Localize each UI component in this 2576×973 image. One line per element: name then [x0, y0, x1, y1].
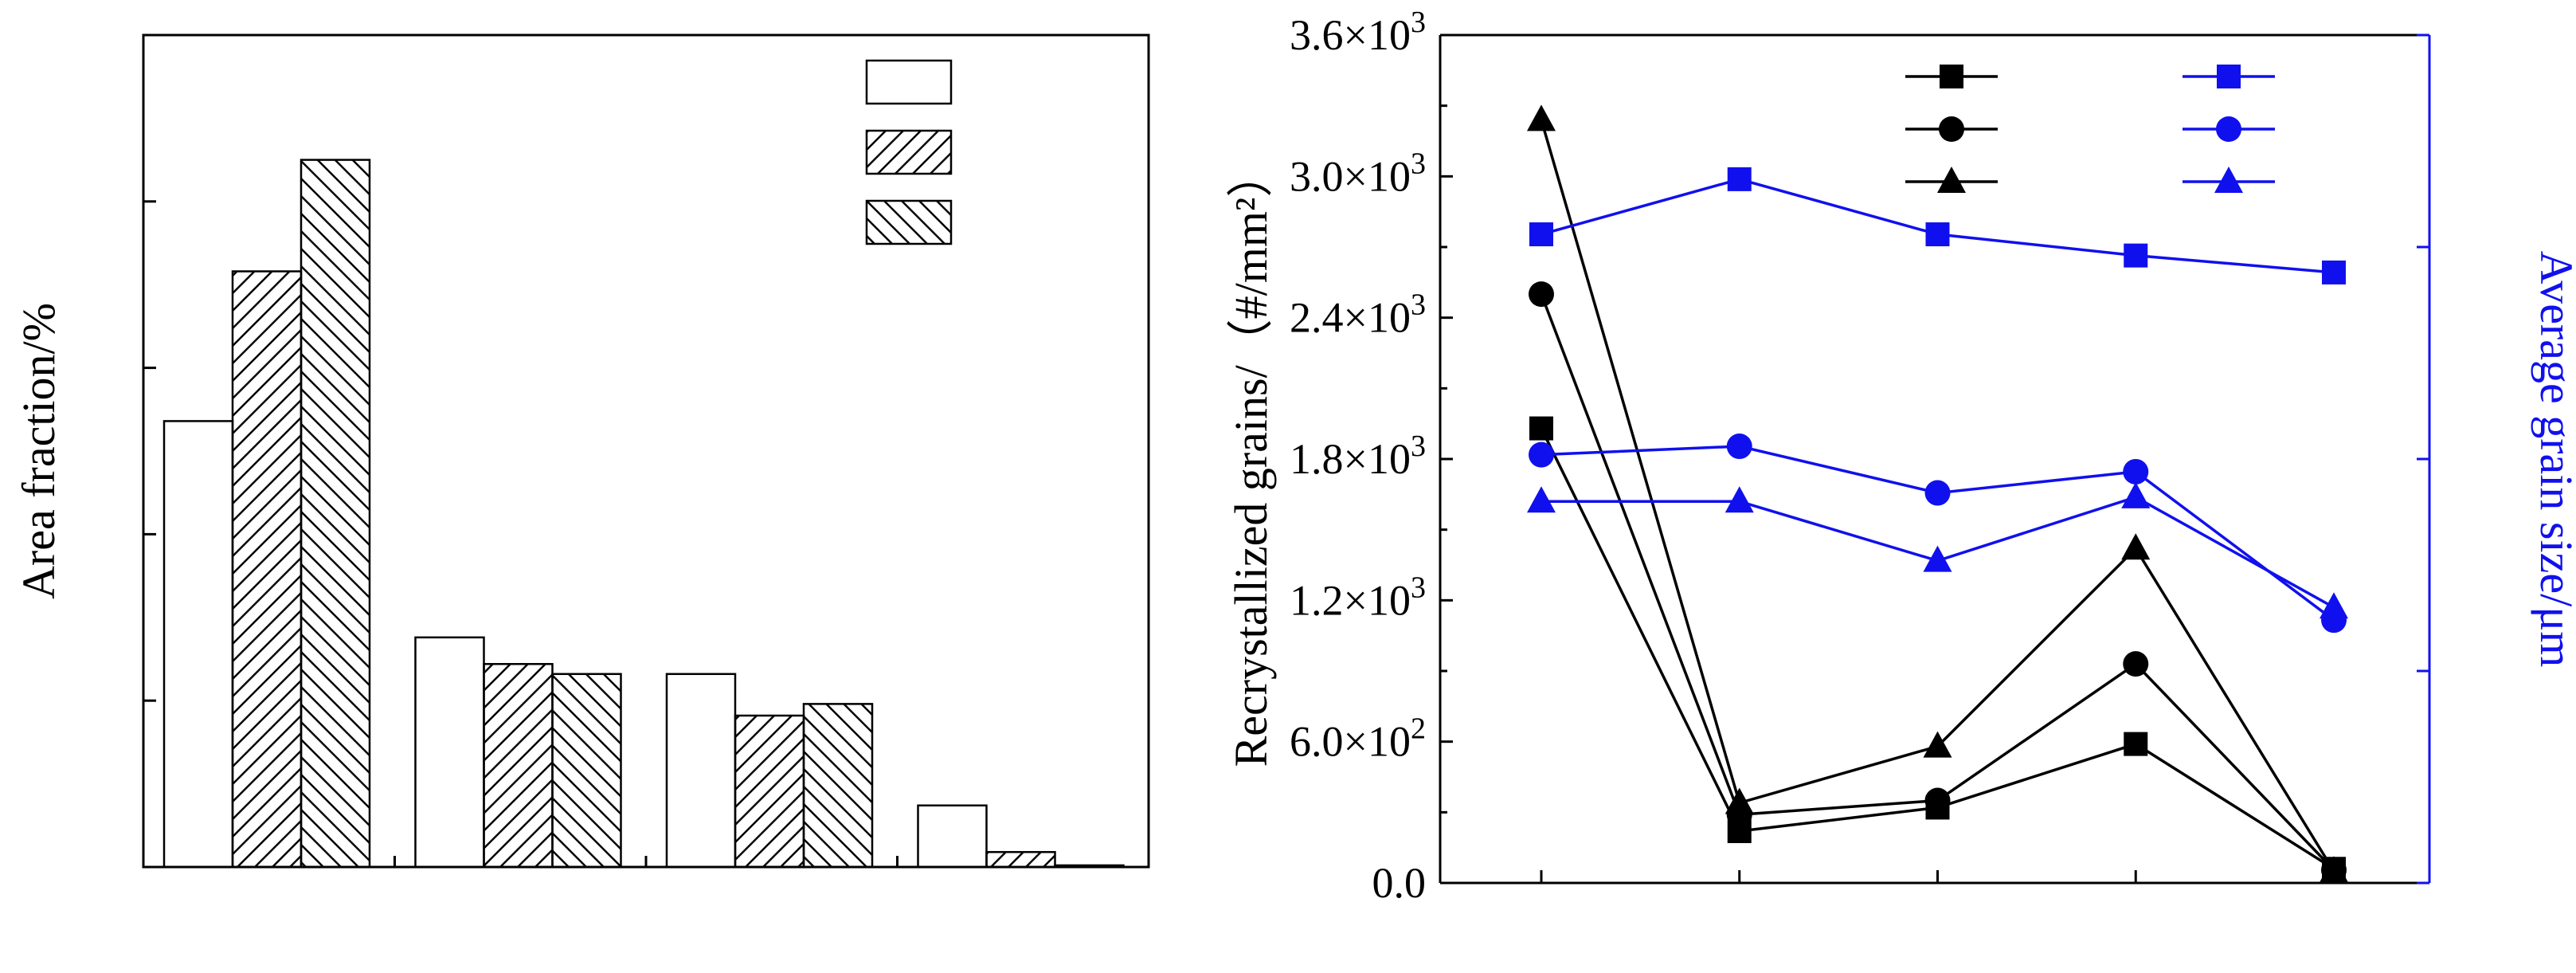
- bar-γ-grains-0.35mm: [231, 270, 303, 869]
- series-point-right-0.5mm: [2124, 243, 2148, 268]
- bar-λ-grains-0.5mm: [414, 636, 485, 869]
- bar-Goss grains-0.35mm: [985, 850, 1056, 869]
- series-point-right-0.5mm: [2322, 260, 2346, 284]
- line-chart-y-tick-label: 6.0×102: [1290, 712, 1426, 766]
- bar-α-grains-0.5mm: [665, 673, 737, 869]
- tick-exponent: 3: [1411, 147, 1426, 180]
- line-chart-y-tick-label: 2.4×103: [1290, 288, 1426, 342]
- series-point-left-0.5mm: [1529, 416, 1553, 441]
- bar-γ-grains-0.5mm: [162, 420, 234, 869]
- tick-base: 1.2×10: [1290, 576, 1411, 624]
- legend-swatch-0.3mm: [865, 199, 953, 245]
- bar-Goss grains-0.5mm: [917, 804, 988, 869]
- series-point-right-0.3mm: [2320, 592, 2348, 619]
- tick-base: 3.0×10: [1290, 152, 1411, 200]
- line-chart-y-axis-label: Recrystallized grains/（#/mm²）: [1225, 151, 1277, 767]
- bar-γ-grains-0.3mm: [299, 159, 371, 869]
- line-chart: 0.06.0×1021.2×1031.8×1032.4×1033.0×1033.…: [1225, 6, 2576, 907]
- series-point-left-0.3mm: [1725, 787, 1754, 814]
- line-chart-y-tick-label: 1.8×103: [1290, 430, 1426, 483]
- legend-marker-right-0.5mm: [2217, 65, 2241, 88]
- series-point-right-0.3mm: [1725, 486, 1754, 513]
- bar-chart: Area fraction/%: [13, 33, 1150, 869]
- line-chart-y-tick-label: 3.0×103: [1290, 147, 1426, 200]
- tick-base: 1.8×10: [1290, 435, 1411, 483]
- series-point-right-0.5mm: [1529, 222, 1553, 247]
- legend-swatch-0.5mm: [865, 59, 953, 105]
- series-point-right-0.5mm: [1925, 222, 1950, 247]
- bar-λ-grains-0.3mm: [551, 673, 622, 869]
- legend-marker-left-0.35mm: [1939, 116, 1964, 142]
- tick-exponent: 3: [1411, 571, 1426, 604]
- series-point-right-0.35mm: [2123, 458, 2149, 485]
- tick-base: 0.0: [1372, 859, 1427, 907]
- bar-α-grains-0.3mm: [802, 703, 874, 869]
- series-point-right-0.35mm: [1529, 441, 1554, 468]
- tick-exponent: 3: [1411, 6, 1426, 39]
- bar-chart-y-axis-label: Area fraction/%: [13, 303, 65, 599]
- series-point-right-0.3mm: [1527, 486, 1556, 513]
- tick-exponent: 2: [1411, 712, 1426, 746]
- tick-exponent: 3: [1411, 288, 1426, 322]
- legend-marker-left-0.5mm: [1940, 65, 1963, 88]
- series-point-left-0.3mm: [1527, 104, 1556, 131]
- series-point-left-0.3mm: [2320, 856, 2348, 883]
- legend-marker-right-0.35mm: [2216, 116, 2241, 142]
- series-point-left-0.35mm: [1924, 787, 1951, 814]
- bar-α-grains-0.35mm: [734, 714, 805, 869]
- line-chart-legend: [1905, 65, 2275, 193]
- series-point-left-0.3mm: [2121, 533, 2151, 560]
- tick-exponent: 3: [1411, 430, 1426, 463]
- bar-chart-legend: [865, 59, 953, 245]
- bar-λ-grains-0.35mm: [483, 663, 554, 869]
- series-point-left-0.3mm: [1923, 731, 1952, 758]
- series-point-right-0.35mm: [1726, 434, 1752, 460]
- line-chart-y-tick-label: 3.6×103: [1290, 6, 1426, 59]
- series-point-right-0.35mm: [1924, 480, 1951, 506]
- series-point-left-0.5mm: [2124, 732, 2148, 756]
- legend-marker-right-0.3mm: [2214, 167, 2243, 193]
- legend-swatch-0.35mm: [865, 129, 953, 175]
- line-chart-y-tick-label: 1.2×103: [1290, 571, 1426, 624]
- line-chart-y2-axis-label: Average grain size/μm: [2531, 251, 2576, 668]
- series-point-right-0.3mm: [1923, 545, 1952, 572]
- series-point-right-0.3mm: [2121, 481, 2151, 508]
- series-point-left-0.35mm: [1529, 281, 1554, 308]
- tick-base: 6.0×10: [1290, 718, 1411, 766]
- legend-marker-left-0.3mm: [1937, 167, 1966, 193]
- series-line-left-0.35mm: [1540, 293, 2335, 871]
- series-point-left-0.35mm: [2123, 651, 2149, 677]
- line-chart-y-tick-label: 0.0: [1372, 859, 1427, 907]
- tick-base: 3.6×10: [1290, 11, 1411, 59]
- series-point-right-0.5mm: [1727, 167, 1752, 191]
- tick-base: 2.4×10: [1290, 294, 1411, 342]
